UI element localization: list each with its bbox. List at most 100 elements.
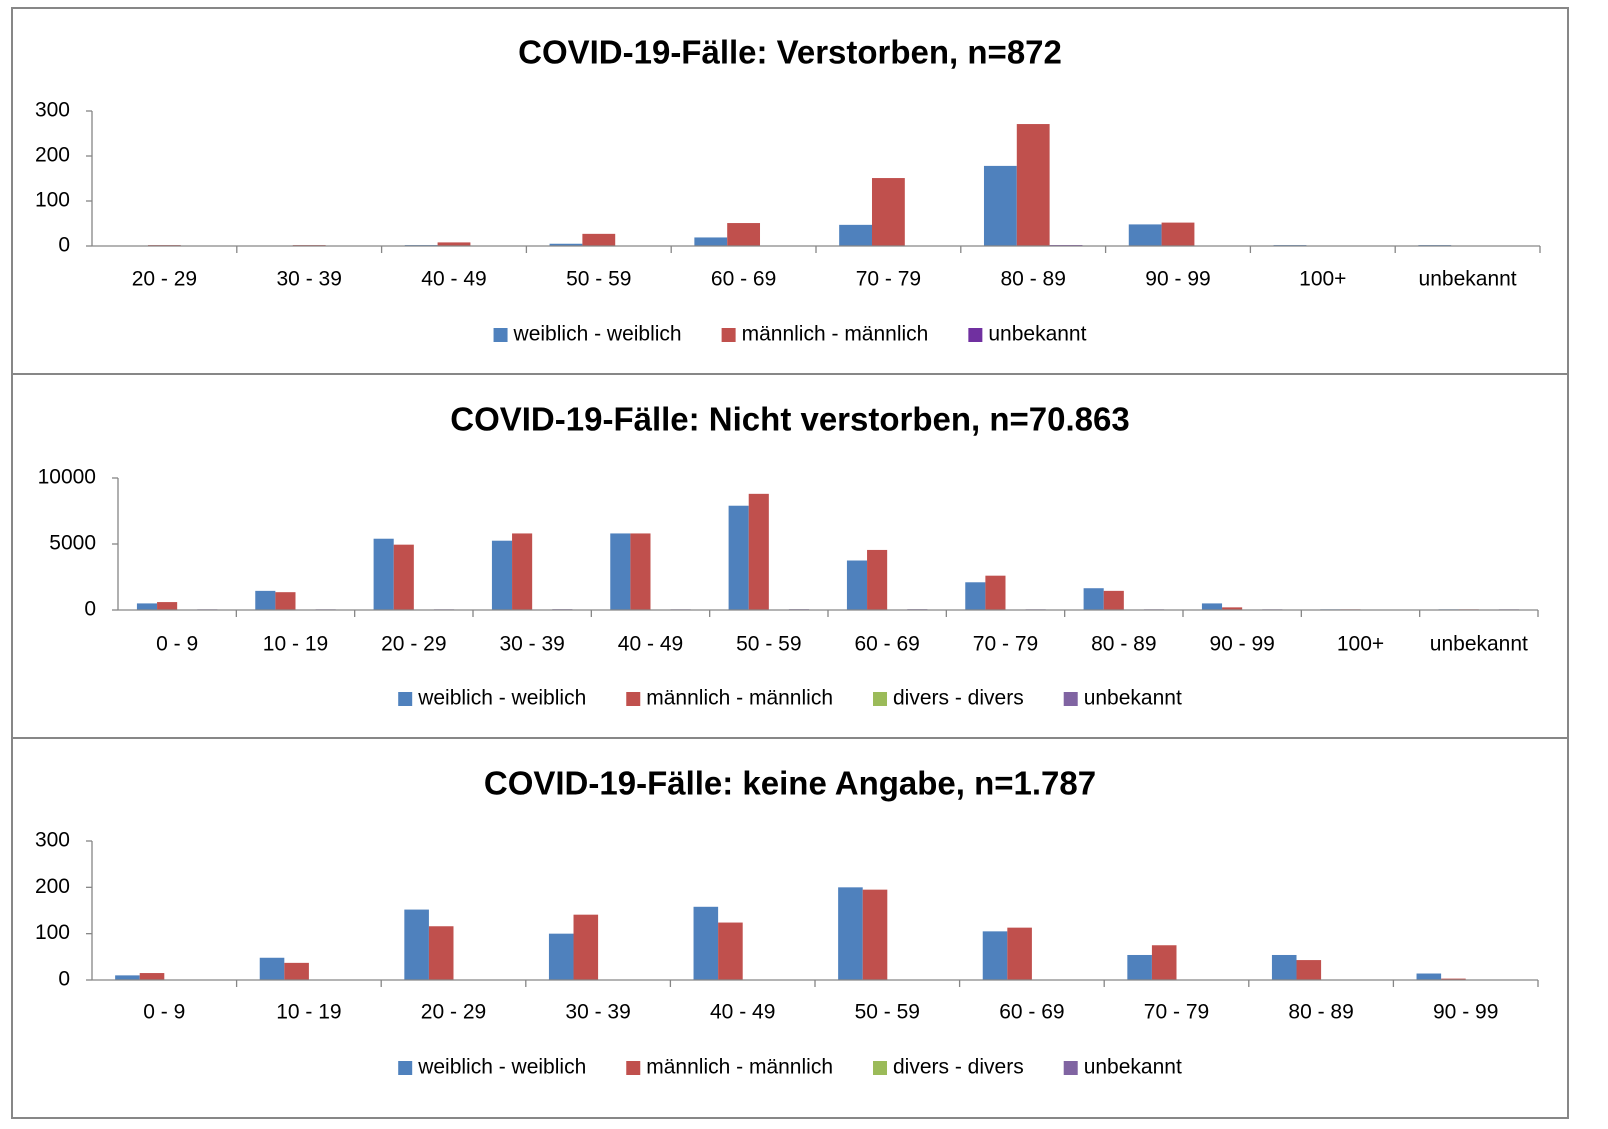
bar: [139, 973, 165, 980]
bar: [548, 933, 574, 980]
bar: [428, 926, 454, 980]
legend-swatch: [398, 692, 413, 706]
bar: [1007, 927, 1032, 980]
bar: [862, 889, 888, 980]
legend-label: divers - divers: [893, 687, 1024, 710]
legend-label: weiblich - weiblich: [513, 323, 682, 346]
bar: [838, 887, 863, 980]
legend-swatch: [1063, 1061, 1078, 1075]
x-tick-label: 30 - 39: [499, 633, 564, 656]
x-tick-label: 90 - 99: [1209, 633, 1274, 656]
bar: [1151, 945, 1177, 980]
bar: [693, 906, 719, 980]
bar: [1128, 224, 1162, 246]
x-tick-label: unbekannt: [1430, 633, 1528, 656]
panel: [11, 7, 1569, 375]
bar: [1441, 978, 1466, 980]
bar: [136, 603, 158, 610]
bar: [983, 165, 1017, 246]
bar: [1016, 124, 1050, 246]
x-tick-label: 10 - 19: [276, 1001, 341, 1024]
bar: [985, 575, 1006, 610]
y-tick-label: 5000: [49, 532, 96, 555]
bar: [871, 178, 905, 246]
bar: [718, 922, 743, 980]
bar: [373, 538, 394, 610]
x-tick-label: 80 - 89: [1001, 268, 1066, 291]
bar: [549, 243, 583, 246]
x-tick-label: 70 - 79: [973, 633, 1038, 656]
legend-swatch: [968, 328, 983, 342]
bar: [491, 540, 513, 610]
x-tick-label: 70 - 79: [1144, 1001, 1209, 1024]
legend-label: divers - divers: [893, 1056, 1024, 1079]
x-tick-label: 0 - 9: [156, 633, 198, 656]
x-tick-label: 60 - 69: [999, 1001, 1064, 1024]
panel: [11, 737, 1569, 1119]
y-tick-label: 0: [58, 968, 70, 991]
legend-label: männlich - männlich: [742, 323, 929, 346]
x-tick-label: 100+: [1337, 633, 1384, 656]
bar: [512, 533, 533, 610]
legend-label: weiblich - weiblich: [417, 1056, 586, 1079]
x-tick-label: 20 - 29: [381, 633, 446, 656]
y-tick-label: 300: [35, 99, 70, 122]
x-tick-label: 60 - 69: [854, 633, 919, 656]
legend-swatch: [721, 328, 736, 342]
x-tick-label: 20 - 29: [132, 268, 197, 291]
x-tick-label: 40 - 49: [710, 1001, 775, 1024]
bar: [1127, 954, 1152, 980]
legend-label: unbekannt: [988, 323, 1086, 346]
chart-title: COVID-19-Fälle: Verstorben, n=872: [518, 34, 1062, 71]
x-tick-label: 40 - 49: [618, 633, 683, 656]
bar: [727, 223, 761, 246]
x-tick-label: 100+: [1299, 268, 1346, 291]
x-tick-label: 90 - 99: [1145, 268, 1210, 291]
bar: [115, 975, 140, 980]
x-tick-label: 80 - 89: [1091, 633, 1156, 656]
bar: [284, 962, 309, 980]
y-tick-label: 10000: [38, 466, 96, 489]
x-tick-label: 70 - 79: [856, 268, 921, 291]
legend-label: männlich - männlich: [646, 1056, 833, 1079]
chart-title: COVID-19-Fälle: keine Angabe, n=1.787: [484, 765, 1096, 802]
legend-swatch: [1063, 692, 1078, 706]
chart-title: COVID-19-Fälle: Nicht verstorben, n=70.8…: [450, 401, 1129, 438]
legend-label: weiblich - weiblich: [417, 687, 586, 710]
legend-label: unbekannt: [1084, 687, 1182, 710]
y-tick-label: 100: [35, 189, 70, 212]
panel: [11, 373, 1569, 739]
bar: [748, 493, 769, 610]
x-tick-label: 20 - 29: [421, 1001, 486, 1024]
bar: [867, 549, 888, 610]
legend-swatch: [626, 1061, 641, 1075]
y-tick-label: 200: [35, 144, 70, 167]
bar: [1103, 590, 1124, 610]
bar: [728, 505, 749, 610]
bar: [573, 914, 599, 980]
y-tick-label: 100: [35, 921, 70, 944]
legend-swatch: [873, 1061, 888, 1075]
y-tick-label: 200: [35, 875, 70, 898]
x-tick-label: 30 - 39: [277, 268, 342, 291]
x-tick-label: 40 - 49: [421, 268, 486, 291]
x-tick-label: unbekannt: [1419, 268, 1517, 291]
x-tick-label: 50 - 59: [855, 1001, 920, 1024]
bar: [839, 224, 872, 246]
bar: [404, 909, 429, 980]
bar: [982, 931, 1008, 980]
bar: [1296, 960, 1322, 980]
bar: [1222, 607, 1243, 610]
y-tick-label: 0: [84, 598, 96, 621]
bar: [582, 233, 616, 246]
bar: [157, 602, 178, 610]
x-tick-label: 30 - 39: [565, 1001, 630, 1024]
legend-swatch: [493, 328, 508, 342]
legend-label: männlich - männlich: [646, 687, 833, 710]
bar: [1271, 954, 1297, 980]
bar: [1201, 603, 1223, 610]
legend-swatch: [873, 692, 888, 706]
bar: [694, 237, 728, 246]
x-tick-label: 0 - 9: [143, 1001, 185, 1024]
